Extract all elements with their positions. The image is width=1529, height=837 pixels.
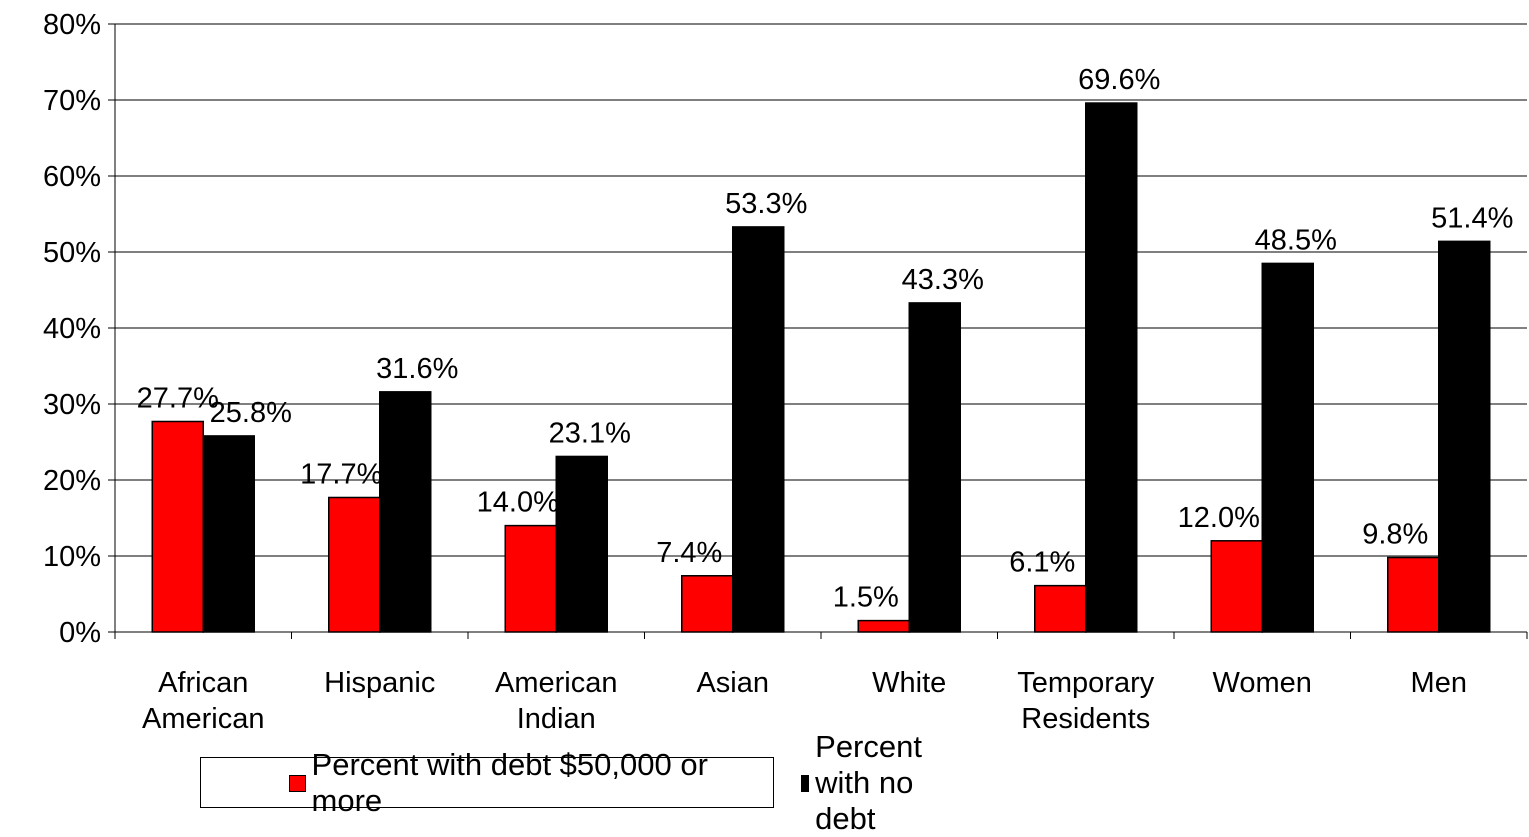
bar-debt-50k [857,619,910,633]
bar-debt-50k [1034,584,1087,633]
bar-chart: 0% 10% 20% 30% 40% 50% 60% 70% 80% 27.7%25.8%17.… [43,9,1528,735]
data-label: 25.8% [210,397,292,429]
y-tick-label: 50% [43,237,101,269]
data-labels: 27.7%25.8%17.7% 31.6% 14.0% 23.1% 7.4% 53.3% 1… [137,64,1514,614]
y-axis: 0% 10% 20% 30% 40% 50% 60% 70% 80% [43,9,116,649]
bar-no-debt [908,302,961,633]
data-label: 48.5% [1255,224,1337,256]
x-category-label: Temporary Residents [1017,667,1154,735]
x-category-label: Asian [696,667,769,699]
bar-debt-50k [328,496,381,633]
legend: Percent with debt $50,000 or more Percen… [200,729,922,836]
y-tick-label: 70% [43,85,101,117]
bar-debt-50k [151,420,204,633]
x-category-label: Women [1213,667,1312,699]
x-category-label: White [872,667,946,699]
bar-no-debt [1085,102,1138,633]
bar-no-debt [555,455,608,633]
bar-debt-50k [504,524,557,633]
legend-swatch-red [289,774,306,792]
gridlines [115,23,1527,557]
bar-no-debt [732,226,785,633]
y-tick-label: 0% [59,617,101,649]
data-label: 23.1% [549,417,631,449]
y-tick-label: 40% [43,313,101,345]
y-tick-label: 60% [43,161,101,193]
data-label: 14.0% [477,487,559,519]
bars [151,102,1491,633]
x-axis: African American Hispanic American Indian Asi… [114,631,1528,735]
data-label: 27.7% [137,382,219,414]
legend-label-debt: Percent with debt $50,000 or more [311,747,708,818]
y-tick-label: 10% [43,541,101,573]
legend-label-no-debt: Percent with no debt [815,729,922,836]
data-label: 7.4% [656,537,722,569]
data-label: 31.6% [376,353,458,385]
legend-item-no-debt: Percent with no debt [801,729,931,836]
legend-item-debt: Percent with debt $50,000 or more [289,747,773,818]
bar-debt-50k [681,575,734,633]
data-label: 69.6% [1078,64,1160,96]
y-tick-label: 20% [43,465,101,497]
data-label: 53.3% [725,188,807,220]
data-label: 9.8% [1362,519,1428,551]
bar-debt-50k [1210,540,1263,633]
x-category-label: Men [1411,667,1467,699]
data-label: 51.4% [1431,202,1513,234]
bar-no-debt [202,435,255,633]
y-tick-label: 30% [43,389,101,421]
data-label: 1.5% [833,582,899,614]
data-label: 6.1% [1009,547,1075,579]
x-category-label: African American [142,667,265,735]
x-category-label: Hispanic [324,667,435,699]
data-label: 43.3% [902,264,984,296]
data-label: 12.0% [1178,502,1260,534]
bar-debt-50k [1387,556,1440,633]
x-category-label: American Indian [495,667,618,735]
y-tick-label: 80% [43,9,101,41]
data-label: 17.7% [300,458,382,490]
bar-no-debt [1438,240,1491,633]
bar-no-debt [379,391,432,633]
bar-no-debt [1261,262,1314,633]
legend-swatch-black [801,774,810,792]
